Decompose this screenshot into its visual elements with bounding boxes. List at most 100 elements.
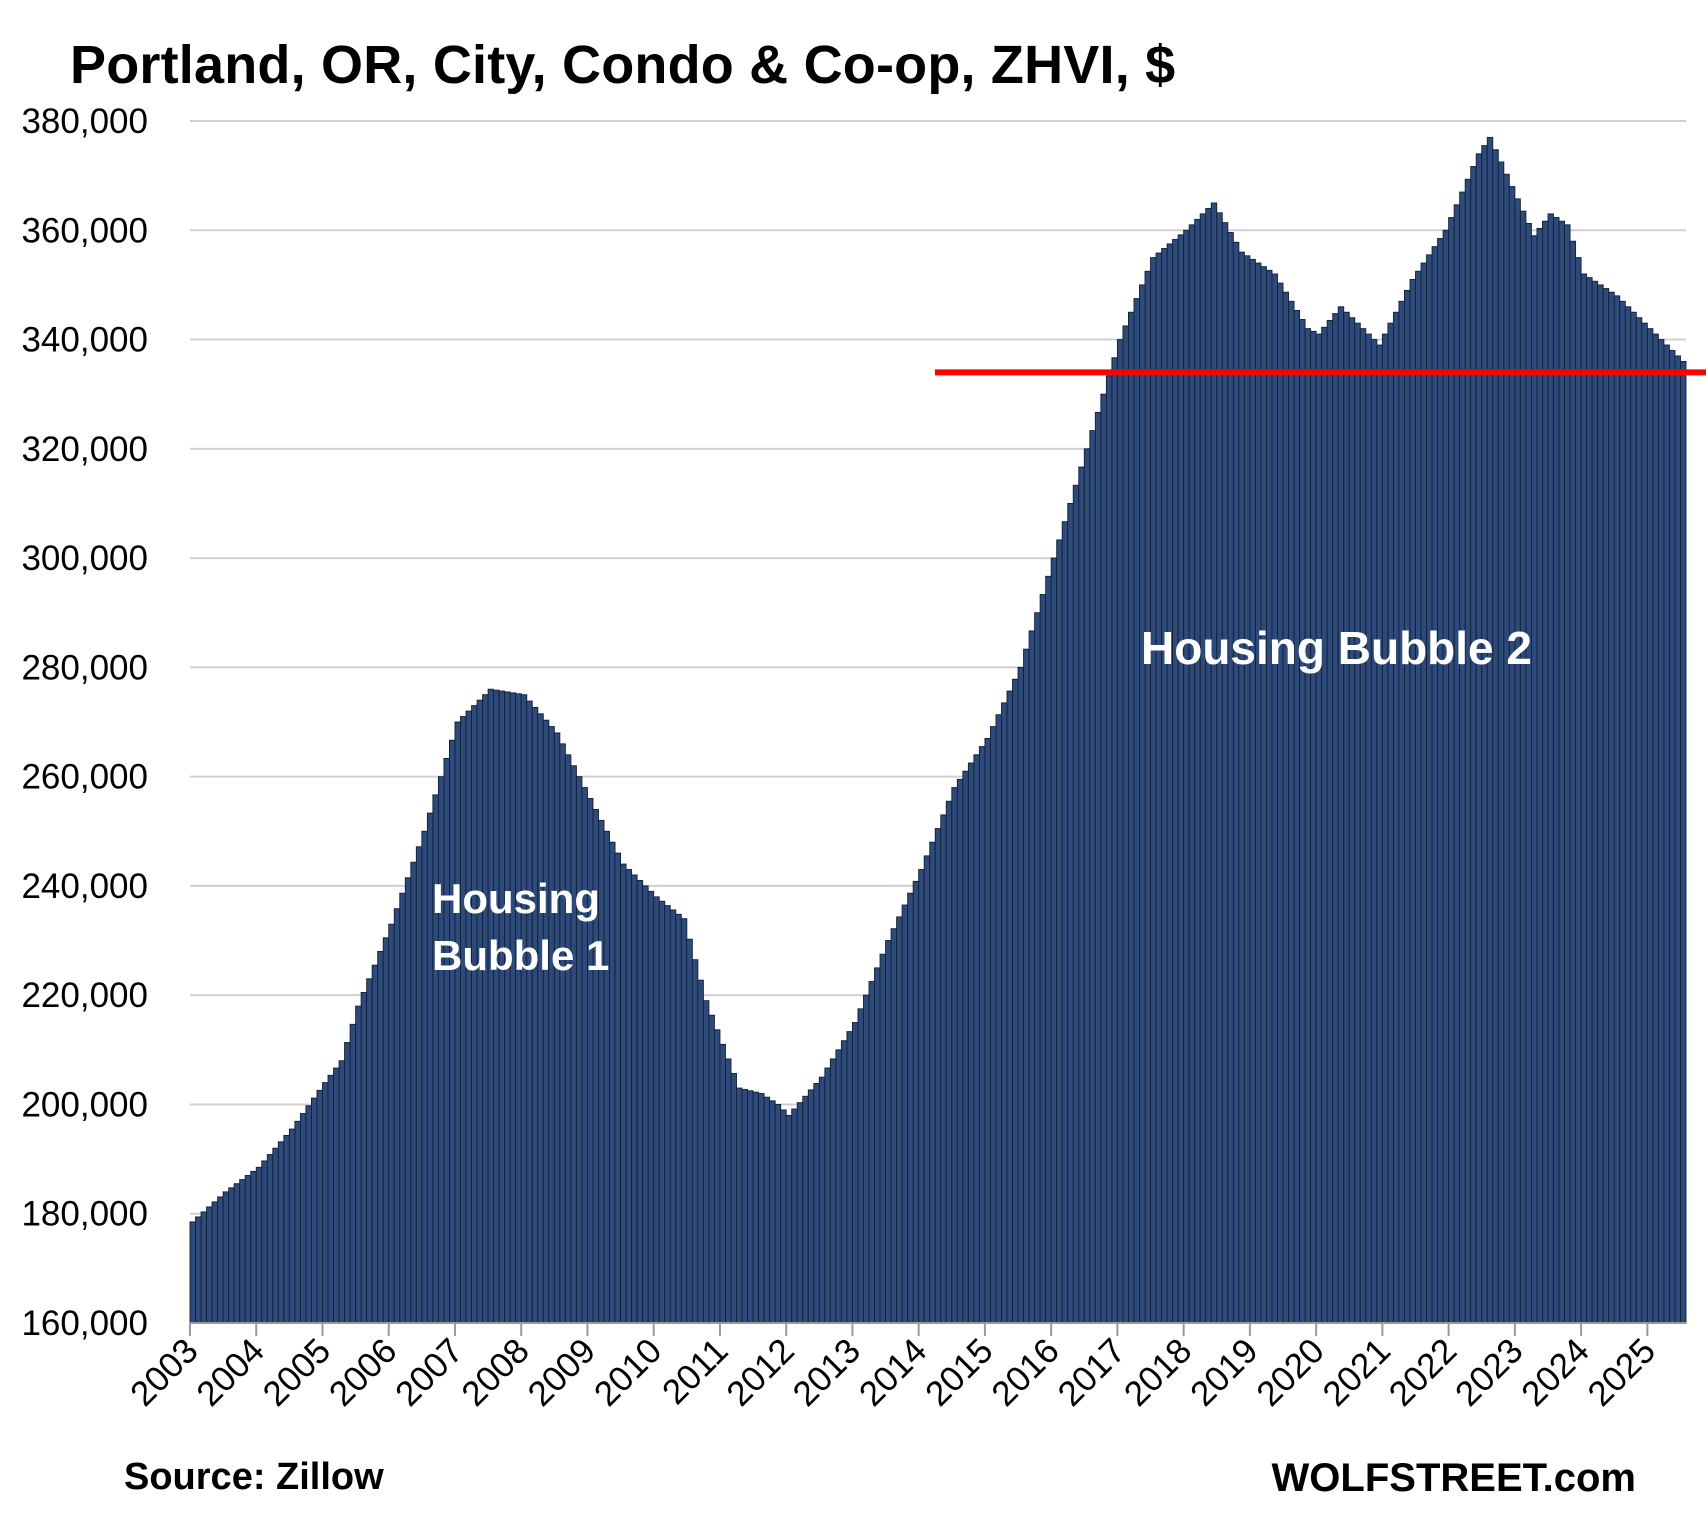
x-tick-label: 2019 (1183, 1331, 1266, 1414)
bar (222, 1191, 230, 1324)
x-tick-label: 2015 (918, 1331, 1001, 1414)
bar (1404, 289, 1411, 1324)
bar (1155, 252, 1163, 1324)
bar (299, 1113, 307, 1324)
bar (266, 1154, 274, 1324)
x-tick-label: 2010 (587, 1331, 670, 1414)
bar (962, 770, 969, 1324)
bar (1409, 279, 1416, 1324)
bar (1448, 217, 1455, 1324)
x-tick-label: 2007 (388, 1331, 471, 1414)
bar (702, 1000, 710, 1324)
bar (1542, 220, 1549, 1324)
bar (807, 1089, 815, 1324)
bar (465, 710, 472, 1324)
bar (730, 1073, 737, 1324)
bar (1299, 319, 1306, 1324)
bar-series (189, 136, 1687, 1324)
bar (1150, 257, 1157, 1324)
bar (493, 689, 500, 1324)
y-tick-label: 180,000 (21, 1195, 148, 1234)
bar (255, 1166, 263, 1324)
bar (1343, 311, 1350, 1324)
bar (736, 1087, 743, 1324)
bar (1161, 248, 1168, 1324)
bar (570, 765, 577, 1324)
bar (774, 1103, 782, 1324)
bar (355, 1005, 362, 1324)
bar (1564, 224, 1571, 1324)
y-tick-label: 260,000 (21, 758, 148, 797)
bar (471, 705, 478, 1324)
bar (564, 754, 572, 1324)
bar (1310, 330, 1317, 1324)
bar (1536, 227, 1543, 1324)
bar (1199, 213, 1207, 1324)
bar (951, 787, 958, 1324)
x-tick-label: 2005 (256, 1331, 339, 1414)
bar (840, 1040, 848, 1324)
bar (796, 1102, 804, 1324)
bar (1597, 284, 1604, 1324)
bar (725, 1058, 732, 1324)
source-note: Source: Zillow (124, 1456, 384, 1498)
bar (686, 938, 693, 1324)
bar (1045, 575, 1052, 1324)
bar (399, 892, 406, 1324)
bar (912, 880, 920, 1324)
bar (851, 1022, 859, 1324)
bar (1188, 224, 1196, 1324)
x-tick-label: 2013 (785, 1331, 868, 1414)
bar (1619, 300, 1626, 1324)
bar (802, 1095, 809, 1324)
x-tick-label: 2003 (123, 1331, 206, 1414)
bar (1061, 521, 1069, 1324)
bar (1459, 191, 1466, 1324)
x-tick-label: 2024 (1514, 1331, 1597, 1414)
bar (1238, 251, 1245, 1324)
bar (509, 692, 517, 1324)
bar (404, 877, 412, 1324)
bar (1431, 246, 1439, 1324)
bar (956, 778, 964, 1324)
y-tick-label: 200,000 (21, 1085, 148, 1124)
bar (316, 1089, 323, 1324)
bar (1663, 344, 1670, 1324)
x-tick-label: 2014 (852, 1331, 935, 1414)
bar (1183, 229, 1190, 1324)
bar (967, 762, 975, 1324)
bar (758, 1093, 765, 1324)
bar (885, 940, 892, 1324)
bar (1194, 218, 1201, 1324)
bar (1586, 277, 1593, 1324)
x-tick-label: 2025 (1580, 1331, 1663, 1414)
bar (1326, 319, 1334, 1324)
bar (1630, 311, 1637, 1324)
bar (1288, 300, 1295, 1324)
bar (1398, 300, 1405, 1324)
bar (824, 1067, 831, 1324)
bar (857, 1008, 864, 1324)
bar (940, 814, 947, 1324)
axes (189, 1322, 1686, 1336)
bar (305, 1105, 312, 1324)
bar (371, 964, 379, 1324)
bar (1012, 678, 1019, 1324)
bar (1680, 360, 1687, 1324)
bar (1067, 503, 1074, 1324)
bar (581, 787, 588, 1324)
x-tick-label: 2009 (520, 1331, 603, 1414)
bar (1232, 241, 1240, 1324)
bar (526, 700, 533, 1324)
bar (542, 719, 550, 1324)
y-tick-label: 220,000 (21, 976, 148, 1015)
bar (377, 951, 384, 1324)
bar (1172, 238, 1179, 1324)
bar (978, 746, 986, 1324)
y-tick-label: 320,000 (21, 430, 148, 469)
bar (1420, 262, 1428, 1324)
bar (1558, 220, 1566, 1324)
bar (1139, 284, 1146, 1324)
bar (388, 923, 395, 1324)
